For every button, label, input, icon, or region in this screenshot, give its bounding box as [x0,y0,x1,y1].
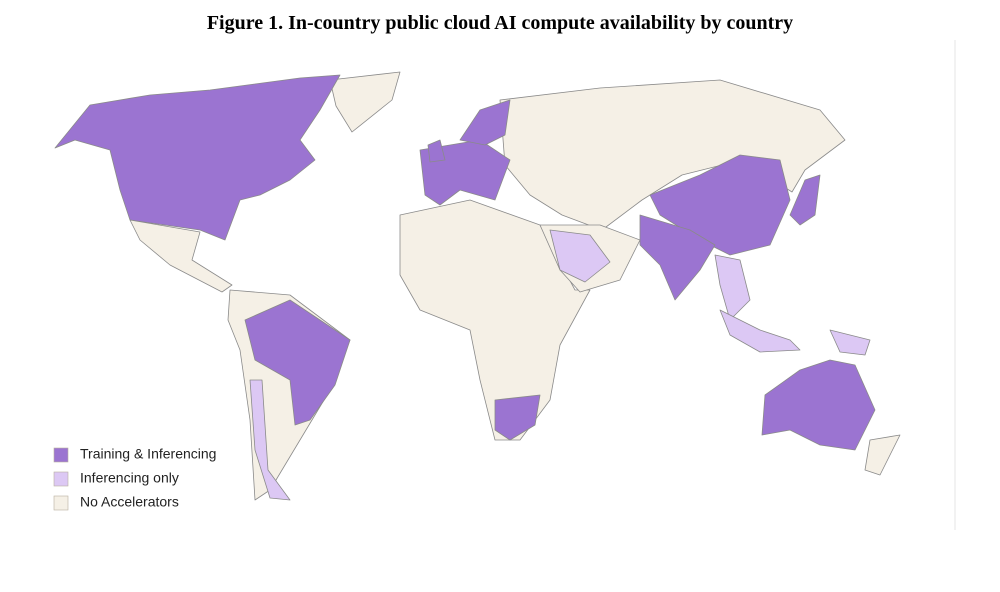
south-africa [494,394,541,441]
legend-label: Inferencing only [80,470,179,486]
central-america [129,219,233,293]
legend-swatch [53,447,69,463]
legend-swatch [53,471,69,487]
north-america [54,74,341,241]
greenland [329,71,401,133]
indonesia [719,309,801,353]
australia [761,359,876,451]
india [639,214,716,301]
japan [789,174,821,226]
figure-title: Figure 1. In-country public cloud AI com… [207,12,793,34]
legend-swatch [53,495,69,511]
southeast-asia [714,254,751,321]
brazil [244,299,351,426]
legend-label: No Accelerators [80,494,179,510]
legend: Training & Inferencing Inferencing only No… [53,446,216,511]
uk [427,139,446,163]
saudi-arabia [549,229,611,283]
legend-label: Training & Inferencing [80,446,216,462]
papua [829,329,871,356]
chile [249,379,291,501]
new-zealand [864,434,901,476]
world-map [54,71,901,501]
scandinavia [459,99,511,146]
